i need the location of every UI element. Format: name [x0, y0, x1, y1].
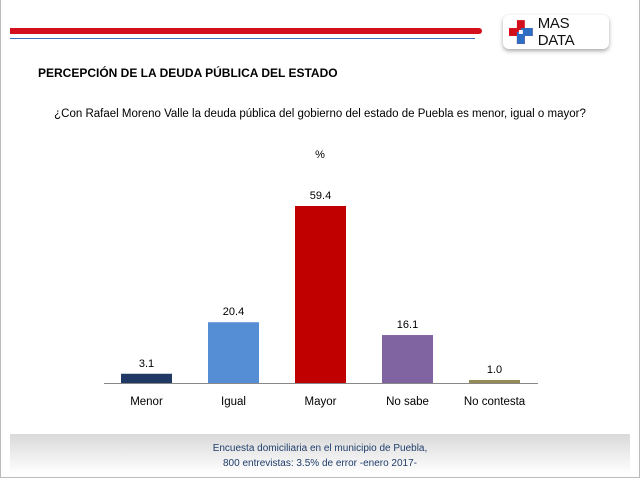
header-blue-line [10, 38, 475, 39]
footer-line-1: Encuesta domiciliaria en el municipio de… [212, 443, 428, 454]
category-label: Menor [130, 396, 163, 408]
data-label: 59.4 [310, 190, 331, 202]
footer: Encuesta domiciliaria en el municipio de… [10, 434, 630, 474]
data-label: 20.4 [223, 306, 244, 318]
bar-no-sabe [382, 335, 433, 383]
footer-line-2: 800 entrevistas: 3.5% de error -enero 20… [223, 458, 417, 469]
page-title: PERCEPCIÓN DE LA DEUDA PÚBLICA DEL ESTAD… [38, 66, 338, 80]
data-label: 16.1 [397, 319, 418, 331]
bar-menor [121, 373, 172, 383]
data-label: 3.1 [139, 358, 154, 370]
category-label: No sabe [386, 396, 429, 408]
logo-text: MAS DATA [537, 15, 575, 49]
header-red-bar [10, 28, 482, 34]
cross-logo-icon [508, 20, 533, 44]
bar-no-contesta [469, 380, 520, 383]
bar-mayor [295, 206, 346, 383]
bar-igual [208, 322, 259, 383]
data-label: 1.0 [487, 364, 502, 376]
category-label: Mayor [305, 396, 337, 408]
category-label: Igual [221, 396, 246, 408]
category-label: No contesta [464, 396, 526, 408]
survey-question: ¿Con Rafael Moreno Valle la deuda públic… [54, 108, 586, 120]
mas-data-logo: MAS DATA [503, 15, 609, 49]
chart-title: % [315, 149, 325, 161]
